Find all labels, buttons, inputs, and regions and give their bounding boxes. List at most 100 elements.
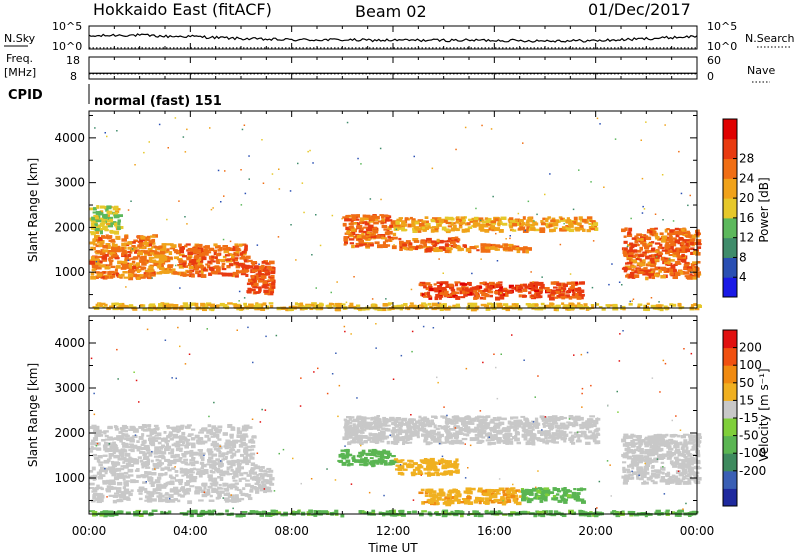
velocity-cell [144, 447, 150, 451]
velocity-cell [207, 424, 212, 428]
power-cell [549, 296, 555, 301]
velocity-cell [385, 418, 389, 421]
power-cell [464, 222, 469, 226]
velocity-cell [482, 421, 487, 425]
power-cell [578, 281, 585, 285]
velocity-cell [100, 466, 105, 471]
velocity-cell [455, 430, 459, 434]
power-cell [669, 235, 673, 240]
power-cell [371, 218, 376, 222]
power-cell [522, 249, 526, 254]
power-cell [637, 262, 643, 266]
velocity-cell [575, 417, 581, 422]
power-cell [96, 273, 103, 277]
power-speck [178, 200, 180, 202]
velocity-cell [225, 446, 232, 449]
velocity-cell [109, 479, 116, 483]
power-cell [343, 238, 348, 242]
power-cell [692, 261, 698, 265]
velocity-cell [189, 476, 195, 481]
power-cell [176, 258, 183, 261]
velocity-cell [104, 438, 111, 441]
velocity-cell [224, 482, 229, 487]
velocity-cell [431, 415, 437, 418]
velocity-cell [338, 454, 344, 458]
velocity-cell [210, 443, 217, 447]
power-cell [98, 255, 103, 259]
power-cell [621, 228, 626, 233]
velocity-cell [189, 485, 195, 488]
velocity-cell [531, 442, 536, 446]
power-cell [561, 289, 566, 293]
power-cell [485, 222, 490, 226]
power-cell [681, 253, 685, 258]
velocity-cell [516, 419, 523, 422]
velocity-cell [591, 432, 596, 435]
velocity-cell [510, 488, 514, 492]
velocity-cell [153, 424, 159, 427]
power-cell [148, 256, 155, 259]
velocity-cell [146, 428, 151, 432]
power-cell [246, 282, 251, 286]
power-cell [634, 253, 639, 257]
power-cell [498, 218, 502, 223]
velocity-cell [381, 450, 388, 455]
velocity-cell [259, 488, 264, 492]
velocity-cell [563, 426, 569, 430]
velocity-cell [182, 489, 187, 493]
power-cell [504, 291, 509, 295]
power-cell [522, 295, 528, 298]
power-cell [427, 240, 431, 244]
freq-unit: [MHz] [4, 66, 36, 79]
velocity-cell [158, 472, 164, 477]
power-cell [532, 283, 536, 288]
power-cell [648, 236, 652, 241]
velocity-cell [194, 460, 199, 463]
velocity-cell [436, 472, 440, 477]
power-cell [589, 220, 596, 223]
velocity-cell [243, 449, 249, 453]
power-cell [640, 237, 644, 242]
velocity-cell [534, 417, 539, 420]
power-cell [579, 227, 584, 231]
power-speck [278, 168, 280, 170]
velocity-cell [498, 432, 503, 435]
velocity-cell [175, 474, 179, 477]
power-cell [409, 302, 414, 305]
power-cell [382, 244, 388, 248]
power-speck [395, 228, 398, 231]
power-speck [640, 139, 642, 141]
power-cell [677, 258, 682, 261]
velocity-cell [436, 436, 440, 439]
power-speck [495, 232, 497, 235]
velocity-cell [239, 466, 244, 470]
power-cell [643, 253, 647, 256]
power-cell [677, 242, 684, 245]
velocity-cell [194, 486, 201, 489]
power-cell [442, 303, 447, 307]
power-cell [160, 248, 165, 252]
velocity-cell [124, 452, 131, 457]
velocity-cell [398, 429, 404, 433]
power-cell [119, 304, 126, 308]
velocity-cell [129, 438, 135, 443]
power-cell [659, 232, 664, 236]
power-cell [422, 229, 427, 232]
velocity-cell [557, 436, 563, 439]
power-speck [437, 302, 440, 304]
velocity-cell [544, 498, 548, 502]
power-cell [96, 250, 101, 254]
velocity-cell [141, 427, 145, 431]
power-cell [422, 295, 428, 298]
velocity-cell [548, 491, 555, 495]
velocity-cell [392, 459, 399, 464]
power-cell [582, 218, 587, 223]
nsearch-tick-top: 10^5 [707, 20, 737, 33]
power-cell [151, 246, 157, 249]
velocity-cell [471, 419, 476, 422]
velocity-cell [445, 430, 451, 434]
power-cell [132, 273, 138, 278]
power-cell [387, 235, 391, 239]
power-cell [232, 257, 239, 262]
power-cell [421, 293, 426, 297]
